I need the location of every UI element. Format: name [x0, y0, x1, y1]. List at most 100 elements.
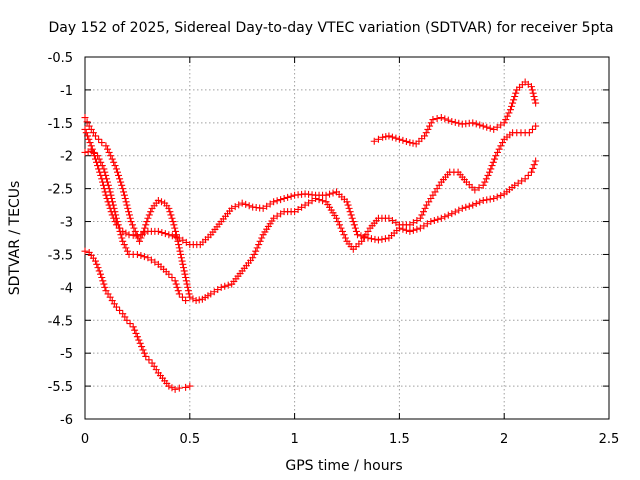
data-point — [117, 178, 125, 186]
data-point — [111, 162, 119, 170]
data-point — [486, 195, 494, 203]
data-point — [123, 316, 131, 324]
data-point — [350, 221, 358, 229]
data-point — [108, 155, 116, 163]
data-point — [85, 135, 93, 143]
data-point — [242, 200, 250, 208]
data-point — [465, 202, 473, 210]
data-point — [118, 181, 126, 189]
data-point — [81, 114, 89, 122]
data-point — [121, 195, 129, 203]
data-point — [95, 267, 103, 275]
data-point — [347, 211, 355, 219]
data-point — [140, 229, 148, 237]
data-point — [109, 201, 117, 209]
data-point — [392, 134, 400, 142]
data-point — [528, 86, 536, 94]
data-point — [126, 214, 134, 222]
data-point — [142, 352, 150, 360]
data-point — [250, 250, 258, 258]
data-point — [140, 253, 148, 261]
data-point — [409, 139, 417, 147]
data-point — [484, 171, 492, 179]
data-point — [108, 195, 116, 203]
data-point — [367, 235, 375, 243]
data-point — [110, 158, 118, 166]
data-point — [346, 208, 354, 216]
data-point — [131, 227, 139, 235]
data-point — [336, 221, 344, 229]
data-point — [97, 270, 105, 278]
data-point — [140, 349, 148, 357]
data-point — [481, 178, 489, 186]
data-point — [339, 227, 347, 235]
data-point — [284, 193, 292, 201]
data-point — [492, 152, 500, 160]
data-point — [180, 264, 188, 272]
data-point — [256, 237, 264, 245]
data-point — [172, 233, 180, 241]
data-point — [413, 225, 421, 233]
data-point — [129, 221, 137, 229]
data-point — [434, 215, 442, 223]
data-point — [124, 204, 132, 212]
data-point — [115, 224, 123, 232]
data-point — [168, 384, 176, 392]
data-point — [490, 195, 498, 203]
y-tick-label: -5 — [60, 347, 73, 362]
data-point — [115, 171, 123, 179]
data-point — [112, 303, 120, 311]
data-point — [382, 133, 390, 141]
data-point — [137, 230, 145, 238]
data-point — [433, 115, 441, 123]
data-point — [117, 231, 125, 239]
data-point — [245, 202, 253, 210]
data-point — [168, 232, 176, 240]
data-point — [374, 135, 382, 143]
data-point — [437, 114, 445, 122]
data-point — [182, 273, 190, 281]
data-point — [530, 161, 538, 169]
data-point — [170, 221, 178, 229]
data-point — [120, 191, 128, 199]
data-point — [483, 196, 491, 204]
data-point — [178, 293, 186, 301]
data-point — [381, 235, 389, 243]
data-point — [186, 382, 194, 390]
data-point — [94, 152, 102, 160]
data-point — [249, 254, 257, 262]
data-point — [184, 283, 192, 291]
data-point — [81, 148, 89, 156]
data-point — [158, 229, 166, 237]
data-point — [455, 206, 463, 214]
data-point — [171, 224, 179, 232]
data-point — [427, 218, 435, 226]
data-point — [95, 135, 103, 143]
data-point — [101, 283, 109, 291]
data-point — [399, 225, 407, 233]
data-point — [525, 129, 533, 137]
data-point — [491, 155, 499, 163]
data-point — [353, 231, 361, 239]
data-point — [528, 125, 536, 133]
data-point — [374, 236, 382, 244]
data-point — [98, 162, 106, 170]
y-tick-label: -1 — [60, 84, 73, 99]
data-point — [497, 191, 505, 199]
data-point — [326, 190, 334, 198]
data-point — [195, 296, 203, 304]
data-point — [489, 158, 497, 166]
data-point — [395, 224, 403, 232]
data-point — [503, 112, 511, 120]
data-point — [120, 241, 128, 249]
data-point — [105, 148, 113, 156]
data-point — [469, 119, 477, 127]
data-point — [348, 214, 356, 222]
data-point — [103, 178, 111, 186]
data-point — [521, 175, 529, 183]
y-tick-label: -2.5 — [48, 183, 73, 198]
data-point — [147, 208, 155, 216]
data-point — [418, 211, 426, 219]
data-point — [171, 277, 179, 285]
data-point — [116, 227, 124, 235]
